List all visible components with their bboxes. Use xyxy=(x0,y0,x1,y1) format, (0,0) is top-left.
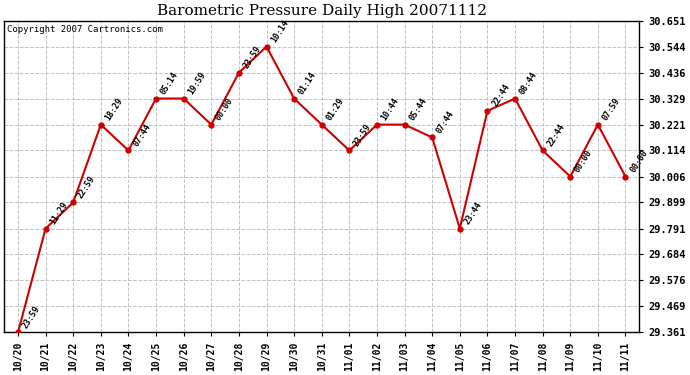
Text: 05:14: 05:14 xyxy=(159,70,180,96)
Text: 23:59: 23:59 xyxy=(352,122,373,148)
Text: 07:44: 07:44 xyxy=(435,109,456,135)
Title: Barometric Pressure Daily High 20071112: Barometric Pressure Daily High 20071112 xyxy=(157,4,486,18)
Text: 05:44: 05:44 xyxy=(407,96,428,122)
Text: 23:59: 23:59 xyxy=(21,304,42,330)
Text: 22:59: 22:59 xyxy=(76,174,97,200)
Text: 22:44: 22:44 xyxy=(490,82,511,108)
Text: 22:44: 22:44 xyxy=(545,122,566,148)
Text: 07:59: 07:59 xyxy=(601,96,622,122)
Text: 00:00: 00:00 xyxy=(629,148,649,174)
Text: 23:44: 23:44 xyxy=(462,200,484,226)
Text: 07:44: 07:44 xyxy=(131,122,152,148)
Text: 11:29: 11:29 xyxy=(48,200,70,226)
Text: 01:29: 01:29 xyxy=(324,96,346,122)
Text: 10:44: 10:44 xyxy=(380,96,401,122)
Text: 00:00: 00:00 xyxy=(214,96,235,122)
Text: 00:00: 00:00 xyxy=(573,148,594,174)
Text: Copyright 2007 Cartronics.com: Copyright 2007 Cartronics.com xyxy=(8,26,164,34)
Text: 10:14: 10:14 xyxy=(269,18,290,44)
Text: 23:59: 23:59 xyxy=(241,44,263,70)
Text: 19:59: 19:59 xyxy=(186,70,208,96)
Text: 18:29: 18:29 xyxy=(104,96,125,122)
Text: 08:44: 08:44 xyxy=(518,70,539,96)
Text: 01:14: 01:14 xyxy=(297,70,318,96)
